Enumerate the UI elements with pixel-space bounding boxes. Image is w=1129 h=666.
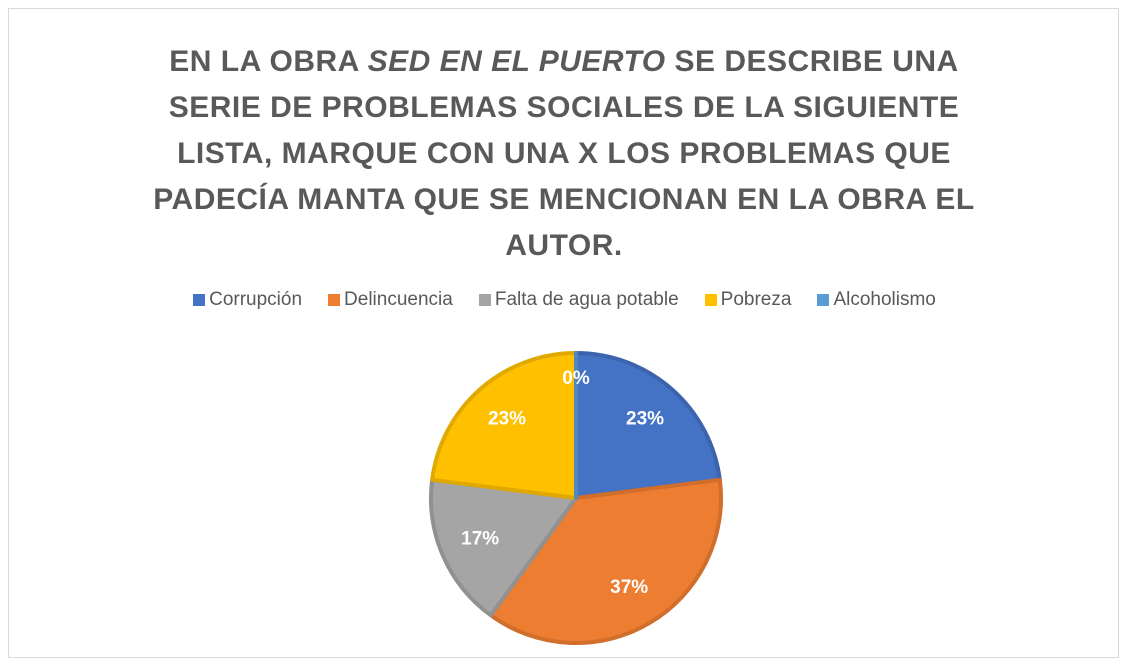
- legend-item: Pobreza: [704, 289, 792, 311]
- data-label: 0%: [562, 368, 590, 389]
- legend-swatch: [704, 294, 717, 306]
- legend-swatch: [328, 294, 341, 306]
- chart-frame: EN LA OBRA SED EN EL PUERTO SE DESCRIBE …: [8, 8, 1119, 658]
- legend-label: Alcoholismo: [833, 289, 936, 310]
- legend-swatch: [193, 294, 206, 306]
- data-label: 17%: [461, 528, 499, 549]
- data-label: 37%: [610, 577, 648, 598]
- legend-item: Corrupción: [193, 289, 302, 311]
- data-label: 23%: [626, 409, 664, 430]
- title-italic: SED EN EL PUERTO: [367, 45, 666, 78]
- chart-title: EN LA OBRA SED EN EL PUERTO SE DESCRIBE …: [139, 39, 989, 269]
- pie-slice: [488, 477, 723, 645]
- pie-slice: [574, 351, 722, 500]
- pie-slice: [429, 477, 578, 618]
- legend-label: Falta de agua potable: [494, 289, 679, 310]
- legend-label: Corrupción: [209, 289, 303, 310]
- legend-item: Delincuencia: [328, 289, 453, 311]
- title-part: EN LA OBRA: [169, 45, 359, 78]
- legend-item: Alcoholismo: [817, 289, 936, 311]
- pie-slice: [430, 351, 578, 500]
- legend-label: Pobreza: [720, 289, 792, 310]
- legend-label: Delincuencia: [344, 289, 453, 310]
- pie-chart: 23% 37% 17% 23% 0%: [429, 351, 723, 645]
- legend-swatch: [817, 294, 830, 306]
- legend-swatch: [478, 294, 491, 306]
- legend: Corrupción Delincuencia Falta de agua pota…: [9, 289, 1118, 311]
- legend-item: Falta de agua potable: [478, 289, 679, 311]
- data-label: 23%: [488, 409, 526, 430]
- title-part: SE DESCRIBE UNA SERIE DE PROBLEMAS SOCIA…: [153, 45, 975, 262]
